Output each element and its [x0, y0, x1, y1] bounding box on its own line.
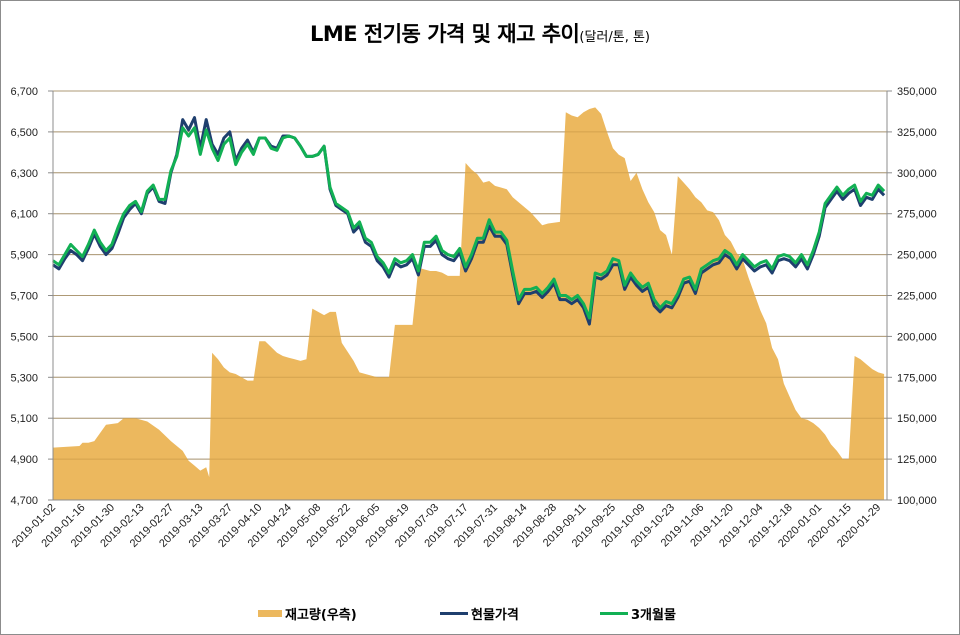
y-left-tick-label: 4,900 — [10, 454, 38, 466]
y-axis-left-labels: 4,700 4,900 5,100 5,300 5,500 5,700 5,900 6,100… — [10, 86, 53, 507]
legend: 재고량(우측) 현물가격 3개월물 — [0, 604, 960, 626]
y-right-tick-label: 125,000 — [897, 454, 937, 466]
y-left-tick-label: 5,900 — [10, 250, 38, 262]
y-left-tick-label: 5,300 — [10, 372, 38, 384]
y-left-tick-label: 5,100 — [10, 413, 38, 425]
legend-item-stock: 재고량(우측) — [258, 604, 357, 623]
legend-swatch-spot — [440, 612, 468, 615]
y-axis-right-labels: 100,000 125,000 150,000 175,000 200,000 225,0… — [887, 86, 937, 507]
spot-price-line — [52, 116, 886, 326]
stock-area — [53, 107, 885, 501]
y-left-tick-label: 6,100 — [10, 209, 38, 221]
legend-swatch-3month — [600, 612, 628, 615]
legend-item-3month: 3개월물 — [600, 604, 676, 623]
y-left-tick-label: 6,700 — [10, 86, 38, 98]
y-left-tick-label: 5,700 — [10, 291, 38, 303]
y-right-tick-label: 150,000 — [897, 413, 937, 425]
legend-item-spot: 현물가격 — [440, 604, 519, 623]
y-right-tick-label: 175,000 — [897, 372, 937, 384]
three-month-price-line — [52, 126, 886, 320]
y-right-tick-label: 250,000 — [897, 250, 937, 262]
y-right-tick-label: 325,000 — [897, 127, 937, 139]
x-axis-labels: 2019-01-022019-01-162019-01-302019-02-13… — [10, 502, 883, 550]
legend-label-stock: 재고량(우측) — [285, 608, 357, 623]
legend-swatch-stock — [258, 610, 282, 617]
y-right-tick-label: 350,000 — [897, 86, 937, 98]
y-left-tick-label: 6,300 — [10, 168, 38, 180]
y-right-tick-label: 275,000 — [897, 209, 937, 221]
y-left-tick-label: 6,500 — [10, 127, 38, 139]
legend-label-3month: 3개월물 — [631, 608, 676, 623]
y-right-tick-label: 300,000 — [897, 168, 937, 180]
y-right-tick-label: 200,000 — [897, 331, 937, 343]
legend-label-spot: 현물가격 — [471, 608, 519, 623]
chart-title-unit: (달러/톤, 톤) — [579, 30, 651, 45]
price-lines-layer — [52, 116, 886, 326]
chart-title-main: LME 전기동 가격 및 재고 추이 — [309, 22, 580, 46]
chart-title: LME 전기동 가격 및 재고 추이(달러/톤, 톤) — [0, 18, 960, 48]
y-right-tick-label: 225,000 — [897, 291, 937, 303]
y-left-tick-label: 5,500 — [10, 331, 38, 343]
y-left-tick-label: 4,700 — [10, 495, 38, 507]
y-right-tick-label: 100,000 — [897, 495, 937, 507]
